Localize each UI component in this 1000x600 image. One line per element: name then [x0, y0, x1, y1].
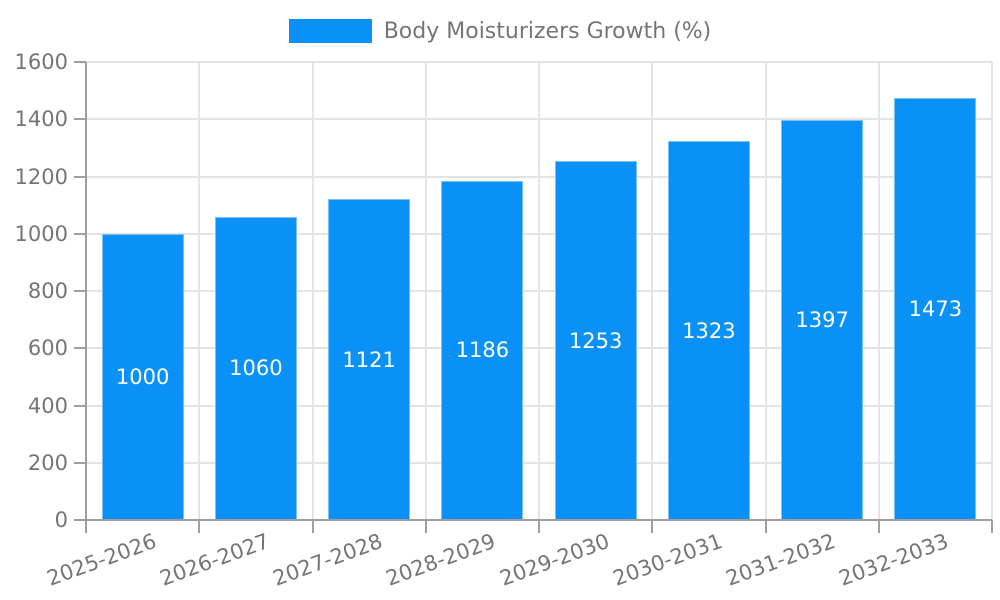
- bar-value-label: 1000: [115, 364, 170, 389]
- y-axis-tick: [74, 232, 86, 235]
- bar-value-label: 1473: [908, 297, 963, 322]
- y-axis-tick: [74, 461, 86, 464]
- y-axis-tick-label: 400: [27, 393, 68, 418]
- y-axis-tick: [74, 404, 86, 407]
- legend-swatch[interactable]: [288, 19, 372, 43]
- y-axis-tick: [74, 519, 86, 521]
- v-gridline: [538, 62, 540, 520]
- y-axis-tick: [74, 290, 86, 292]
- legend[interactable]: Body Moisturizers Growth (%): [0, 16, 1000, 46]
- bar[interactable]: [328, 199, 411, 520]
- x-axis-line: [84, 519, 992, 521]
- x-axis-tick: [651, 520, 654, 533]
- x-axis-tick: [424, 520, 427, 533]
- bar[interactable]: [214, 216, 297, 520]
- bar-value-label: 1397: [795, 308, 849, 333]
- y-axis-tick: [74, 118, 86, 121]
- x-axis-tick: [198, 520, 201, 533]
- y-axis-tick-label: 1400: [14, 107, 68, 132]
- y-axis-tick-label: 1000: [14, 221, 68, 246]
- x-axis-tick: [764, 520, 767, 533]
- x-axis-tick: [877, 520, 880, 533]
- v-gridline: [198, 62, 201, 520]
- x-axis-tick: [311, 520, 314, 533]
- v-gridline: [424, 62, 427, 520]
- bar-value-label: 1121: [342, 347, 396, 372]
- y-axis-tick-label: 1200: [14, 164, 68, 189]
- bar[interactable]: [667, 141, 750, 520]
- y-axis-tick-label: 1600: [14, 50, 68, 74]
- bar[interactable]: [441, 180, 524, 520]
- y-axis-tick: [74, 347, 86, 350]
- v-gridline: [764, 62, 767, 520]
- bar[interactable]: [894, 98, 977, 520]
- bar[interactable]: [781, 120, 864, 520]
- legend-label: Body Moisturizers Growth (%): [383, 18, 712, 44]
- v-gridline: [991, 62, 993, 520]
- y-axis-tick-label: 800: [27, 279, 68, 303]
- y-axis-tick-label: 600: [27, 336, 68, 361]
- bar-value-label: 1253: [568, 328, 623, 353]
- v-gridline: [877, 62, 880, 520]
- x-axis-tick: [538, 520, 540, 533]
- y-axis-line: [85, 62, 87, 522]
- y-axis-tick-label: 200: [27, 450, 68, 475]
- y-axis-tick-label: 0: [54, 508, 68, 532]
- v-gridline: [311, 62, 314, 520]
- bar-value-label: 1186: [455, 338, 510, 363]
- x-axis-tick: [991, 520, 993, 533]
- y-axis-tick: [74, 175, 86, 178]
- y-axis-tick: [74, 61, 86, 63]
- bar-value-label: 1060: [229, 356, 283, 381]
- bar-value-label: 1323: [682, 318, 736, 343]
- x-axis-tick: [85, 520, 87, 533]
- v-gridline: [651, 62, 654, 520]
- bar[interactable]: [101, 233, 184, 520]
